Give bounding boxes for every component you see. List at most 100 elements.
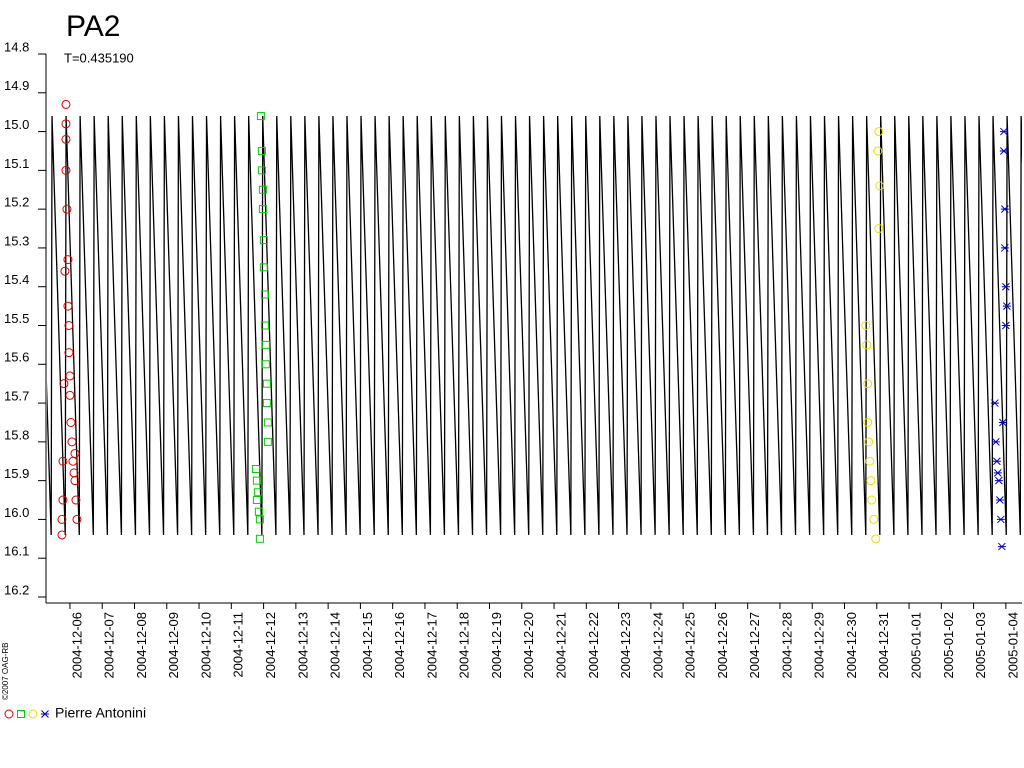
data-point: [252, 476, 261, 485]
data-point: [1000, 205, 1009, 213]
data-point: [874, 127, 884, 137]
data-point: [64, 321, 74, 330]
data-point: [60, 266, 70, 276]
x-tick-label: 2005-01-02: [941, 612, 956, 679]
x-tick-label: 2004-12-24: [650, 612, 665, 679]
data-point: [65, 371, 75, 381]
y-tick-label: 15.0: [4, 117, 29, 132]
data-point: [867, 495, 877, 505]
x-tick-label: 2004-12-11: [231, 612, 246, 678]
data-point: [992, 457, 1001, 466]
x-tick-label: 2005-01-01: [908, 612, 923, 679]
legend-symbol: [28, 709, 38, 719]
y-tick-label: 15.5: [4, 311, 29, 326]
data-point: [61, 134, 71, 144]
y-tick-label: 15.3: [4, 233, 29, 248]
y-tick-label: 14.8: [4, 39, 29, 54]
data-point: [997, 542, 1006, 551]
legend-symbol: [17, 710, 25, 718]
data-point: [255, 534, 264, 543]
y-tick-label: 15.8: [4, 427, 29, 442]
data-point: [864, 437, 874, 447]
data-point: [861, 321, 871, 330]
x-tick-label: 2004-12-30: [844, 612, 859, 679]
chart-subtitle: T=0.435190: [64, 50, 134, 65]
data-point: [999, 127, 1008, 136]
x-tick-label: 2004-12-22: [586, 612, 601, 679]
data-point: [866, 476, 876, 486]
data-point: [258, 205, 267, 214]
data-point: [61, 119, 71, 129]
data-point: [994, 476, 1003, 485]
data-point: [871, 534, 881, 544]
data-point: [254, 507, 263, 516]
data-point: [261, 360, 270, 369]
x-tick-label: 2004-12-08: [134, 612, 149, 679]
data-point: [862, 340, 872, 350]
data-point: [253, 488, 262, 497]
data-point: [68, 456, 78, 466]
data-point: [1001, 321, 1010, 330]
data-point: [62, 204, 72, 214]
data-point: [72, 514, 82, 524]
data-point: [58, 495, 68, 505]
model-curve: [47, 116, 1022, 535]
x-tick-label: 2004-12-27: [747, 612, 762, 679]
data-point: [58, 456, 68, 466]
chart-title: PA2: [66, 10, 120, 43]
data-point: [63, 255, 73, 265]
data-point: [1000, 244, 1009, 252]
x-tick-label: 2004-12-14: [328, 612, 343, 679]
x-tick-label: 2004-12-19: [489, 612, 504, 679]
x-tick-label: 2005-01-04: [1005, 612, 1020, 679]
data-point: [990, 399, 999, 407]
data-point: [262, 399, 271, 408]
y-tick-label: 16.2: [4, 582, 29, 597]
x-tick-label: 2004-12-07: [102, 612, 117, 679]
data-point: [57, 514, 67, 524]
data-point: [998, 418, 1007, 427]
y-tick-label: 15.9: [4, 466, 29, 481]
y-tick-label: 15.2: [4, 195, 29, 210]
data-point: [1002, 302, 1011, 310]
y-tick-label: 15.7: [4, 389, 29, 404]
legend-symbol: [4, 709, 14, 719]
data-point: [863, 417, 873, 427]
y-tick-label: 16.0: [4, 505, 29, 520]
credit: ©2007 OAG-RB: [1, 643, 10, 700]
y-tick-label: 14.9: [4, 78, 29, 93]
y-tick-label: 15.4: [4, 272, 29, 287]
x-tick-label: 2004-12-29: [812, 612, 827, 679]
x-tick-label: 2004-12-13: [295, 612, 310, 679]
data-point: [873, 146, 883, 156]
data-point: [991, 438, 1000, 446]
data-point: [255, 515, 264, 524]
x-tick-label: 2004-12-09: [166, 612, 181, 679]
data-point: [57, 530, 67, 540]
x-tick-label: 2004-12-18: [457, 612, 472, 679]
data-point: [260, 290, 269, 299]
data-point: [256, 112, 265, 121]
data-point: [863, 379, 873, 389]
data-point: [71, 495, 81, 505]
data-point: [869, 514, 879, 524]
x-tick-label: 2004-12-06: [69, 612, 84, 679]
data-point: [259, 236, 268, 245]
y-tick-label: 16.1: [4, 544, 29, 559]
x-tick-label: 2005-01-03: [973, 612, 988, 679]
x-tick-label: 2004-12-31: [876, 612, 891, 679]
legend-symbol: [41, 710, 49, 718]
x-tick-label: 2004-12-21: [553, 612, 568, 679]
data-point: [59, 379, 69, 389]
x-tick-label: 2004-12-16: [392, 612, 407, 679]
data-point: [263, 437, 272, 446]
data-point: [995, 496, 1004, 504]
data-point: [1001, 282, 1010, 291]
x-tick-label: 2004-12-25: [683, 612, 698, 679]
data-point: [263, 418, 272, 427]
data-point: [993, 469, 1002, 477]
data-point: [262, 379, 271, 388]
x-tick-label: 2004-12-10: [198, 612, 213, 679]
x-tick-label: 2004-12-15: [360, 612, 375, 679]
data-point: [996, 515, 1005, 524]
